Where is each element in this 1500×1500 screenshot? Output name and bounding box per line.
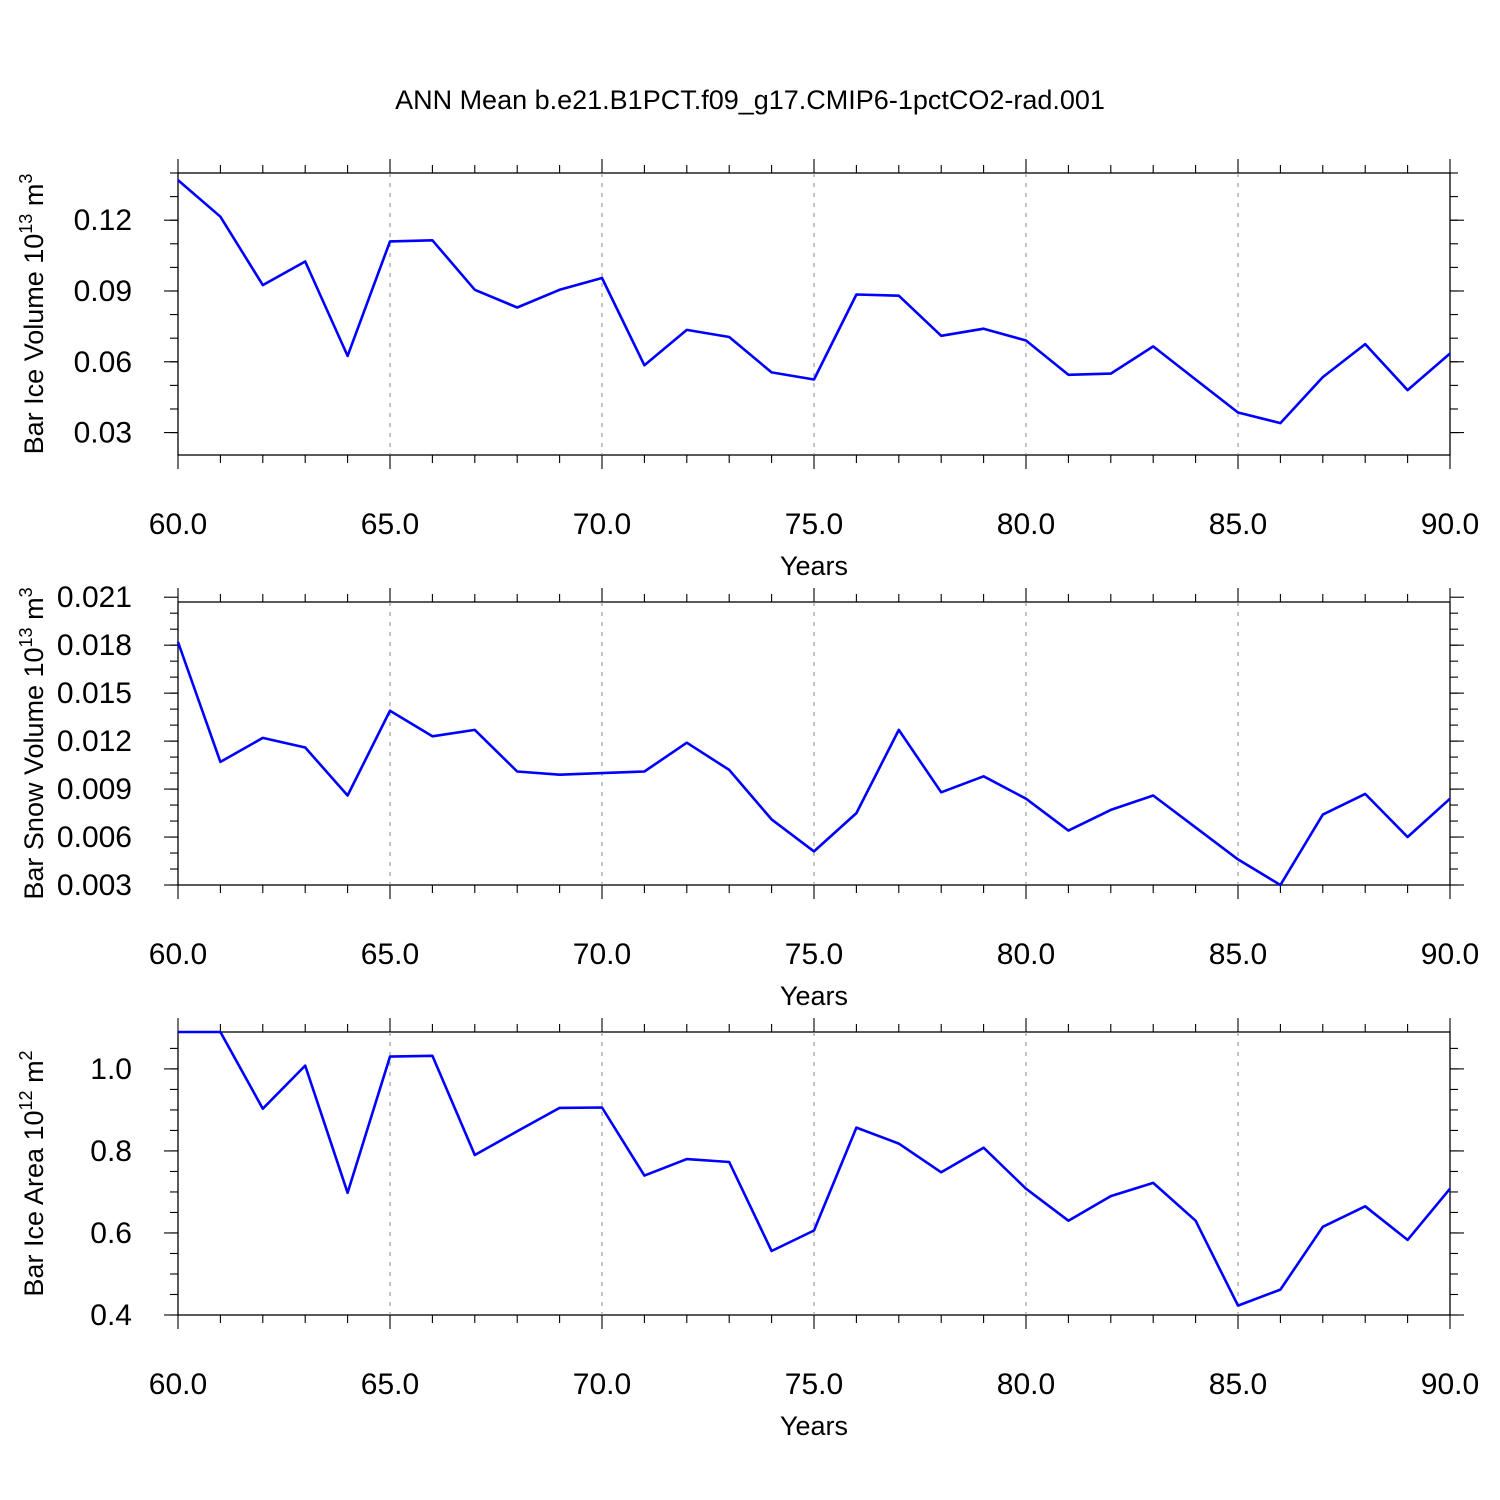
- x-tick-label: 90.0: [1421, 508, 1479, 541]
- y-tick-label: 0.03: [74, 417, 132, 450]
- y-axis-title-unit-exponent: 2: [16, 1050, 36, 1060]
- y-tick-label: 0.09: [74, 275, 132, 308]
- y-axis-title-unit: m: [19, 1060, 49, 1090]
- y-tick-label: 0.06: [74, 346, 132, 379]
- panel-3: 0.4 0.6 0.8 1.0 60.0 65.0 70.0 75.0 80.0 85.0 90.0…: [16, 1018, 1479, 1441]
- y-axis-title-unit: m: [19, 184, 49, 214]
- panel-1: 0.03 0.06 0.09 0.12 60.0 65.0 70.0 75.0 80.0 85.0…: [16, 159, 1479, 581]
- x-tick-label: 70.0: [573, 938, 631, 971]
- y-tick-label: 0.021: [57, 581, 132, 614]
- y-axis-title-main: Bar Ice Area 10: [19, 1110, 49, 1296]
- y-tick-label: 0.018: [57, 629, 132, 662]
- y-axis-title: Bar Ice Volume 1013 m3: [16, 174, 49, 455]
- y-tick-label: 0.012: [57, 725, 132, 758]
- y-tick-label: 0.006: [57, 821, 132, 854]
- x-tick-label: 60.0: [149, 508, 207, 541]
- x-tick-label: 85.0: [1209, 1368, 1267, 1401]
- x-tick-label: 60.0: [149, 1368, 207, 1401]
- y-axis-title-exponent: 13: [16, 627, 36, 647]
- y-tick-label: 0.009: [57, 773, 132, 806]
- y-tick-label: 0.4: [90, 1299, 132, 1332]
- y-axis-title-main: Bar Ice Volume 10: [19, 234, 49, 455]
- y-axis-title-unit-exponent: 3: [16, 587, 36, 597]
- x-tick-label: 65.0: [361, 1368, 419, 1401]
- y-axis-title-exponent: 13: [16, 214, 36, 234]
- y-tick-label: 1.0: [90, 1053, 132, 1086]
- x-tick-label: 75.0: [785, 508, 843, 541]
- y-axis-title-unit-exponent: 3: [16, 174, 36, 184]
- x-tick-label: 85.0: [1209, 508, 1267, 541]
- x-axis-title: Years: [780, 981, 848, 1011]
- y-tick-label: 0.6: [90, 1217, 132, 1250]
- series-line: [176, 641, 1451, 887]
- x-tick-label: 80.0: [997, 1368, 1055, 1401]
- figure-title: ANN Mean b.e21.B1PCT.f09_g17.CMIP6-1pctC…: [395, 85, 1105, 115]
- y-axis-title-main: Bar Snow Volume 10: [19, 647, 49, 899]
- x-tick-label: 85.0: [1209, 938, 1267, 971]
- x-tick-label: 90.0: [1421, 938, 1479, 971]
- x-axis-title: Years: [780, 1411, 848, 1441]
- y-tick-label: 0.12: [74, 204, 132, 237]
- x-tick-label: 75.0: [785, 1368, 843, 1401]
- x-tick-label: 60.0: [149, 938, 207, 971]
- y-tick-label: 0.8: [90, 1135, 132, 1168]
- y-tick-label: 0.003: [57, 869, 132, 902]
- x-tick-label: 70.0: [573, 1368, 631, 1401]
- y-tick-label: 0.015: [57, 677, 132, 710]
- y-axis-title: Bar Ice Area 1012 m2: [16, 1050, 49, 1296]
- x-tick-label: 75.0: [785, 938, 843, 971]
- x-tick-label: 70.0: [573, 508, 631, 541]
- x-tick-label: 65.0: [361, 938, 419, 971]
- y-axis-title: Bar Snow Volume 1013 m3: [16, 587, 49, 899]
- x-tick-label: 80.0: [997, 938, 1055, 971]
- x-tick-label: 90.0: [1421, 1368, 1479, 1401]
- y-axis-title-unit: m: [19, 597, 49, 627]
- panel-2: 0.003 0.006 0.009 0.012 0.015 0.018 0.021 60.0 6…: [16, 581, 1479, 1011]
- y-axis-title-exponent: 12: [16, 1090, 36, 1110]
- x-tick-label: 65.0: [361, 508, 419, 541]
- x-axis-title: Years: [780, 551, 848, 581]
- x-tick-label: 80.0: [997, 508, 1055, 541]
- series-line: [177, 179, 1451, 425]
